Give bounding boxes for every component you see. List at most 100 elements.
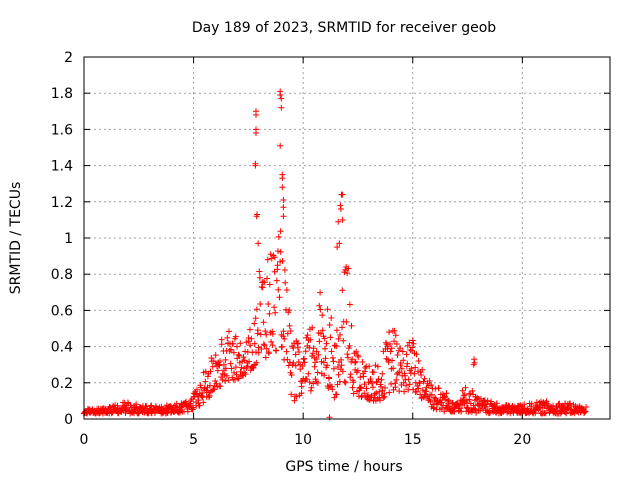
data-point [411,370,418,377]
data-point [236,352,243,359]
data-point [393,341,400,347]
data-point [262,354,269,361]
data-point [281,335,288,342]
data-point [277,248,284,255]
data-point [472,406,479,413]
data-point [316,338,323,345]
data-point [226,348,233,354]
data-point [394,352,401,358]
data-point [332,342,338,349]
data-point [273,347,280,354]
data-point [442,396,449,403]
data-point [295,359,302,365]
data-point [217,383,224,390]
data-points [80,88,590,421]
data-point [359,359,366,365]
data-point [391,338,398,345]
data-point [292,362,299,369]
data-point [532,410,539,417]
data-point [379,370,386,377]
y-tick-label: 0 [64,412,73,428]
data-point [346,342,353,349]
data-point [352,358,359,365]
data-point [528,403,534,410]
data-point [219,376,226,383]
x-axis-label: GPS time / hours [285,459,402,475]
y-tick-label: 0.8 [51,267,73,283]
data-point [343,318,350,325]
data-point [224,334,231,341]
data-point [396,369,403,376]
data-point [277,92,284,98]
data-point [484,403,490,410]
data-point [298,390,305,397]
data-point [273,277,280,284]
data-point [484,397,491,404]
data-point [493,400,500,407]
data-point [242,371,249,378]
data-point [416,379,423,386]
data-point [271,254,278,261]
data-point [469,387,476,394]
data-point [388,345,395,352]
data-point [347,371,354,378]
data-point [295,340,301,347]
data-point [298,383,305,390]
data-point [369,384,376,391]
x-tick-label: 15 [404,432,422,448]
data-point [284,330,291,337]
data-point [329,386,336,393]
data-point [387,348,394,355]
data-point [441,408,448,415]
data-point [363,385,370,392]
data-point [253,306,260,313]
data-point [202,378,209,385]
data-point [349,384,356,391]
data-point [258,346,265,352]
data-point [319,312,326,319]
data-point [296,349,302,355]
data-point [338,362,345,369]
data-point [265,350,272,357]
data-point [328,348,335,355]
data-point [313,356,320,362]
data-point [262,328,269,335]
data-point [272,309,279,316]
data-point [357,374,364,381]
data-point [335,335,342,342]
data-point [245,338,252,345]
data-point [195,397,202,404]
data-point [265,301,272,307]
data-point [335,371,342,378]
data-point [386,329,393,336]
data-point [247,342,254,349]
data-point [323,340,330,347]
data-point [205,389,212,396]
data-point [230,349,237,356]
data-point [256,268,263,275]
data-point [329,354,336,361]
data-point [554,404,561,411]
data-point [279,258,286,264]
data-point [222,378,229,384]
data-point [324,362,331,369]
data-point [567,400,574,407]
data-point [253,130,259,136]
data-point [266,310,273,317]
data-point [256,274,263,281]
data-point [369,380,375,387]
data-point [354,367,361,374]
data-point [376,388,383,395]
data-point [581,409,588,416]
y-tick-label: 0.6 [51,303,73,319]
data-point [317,289,324,296]
grid-lines [84,57,610,419]
data-point [444,397,451,404]
data-point [229,340,236,347]
data-point [365,392,371,398]
data-point [247,326,253,333]
data-point [419,366,426,373]
data-point [353,348,360,355]
data-point [200,399,207,406]
